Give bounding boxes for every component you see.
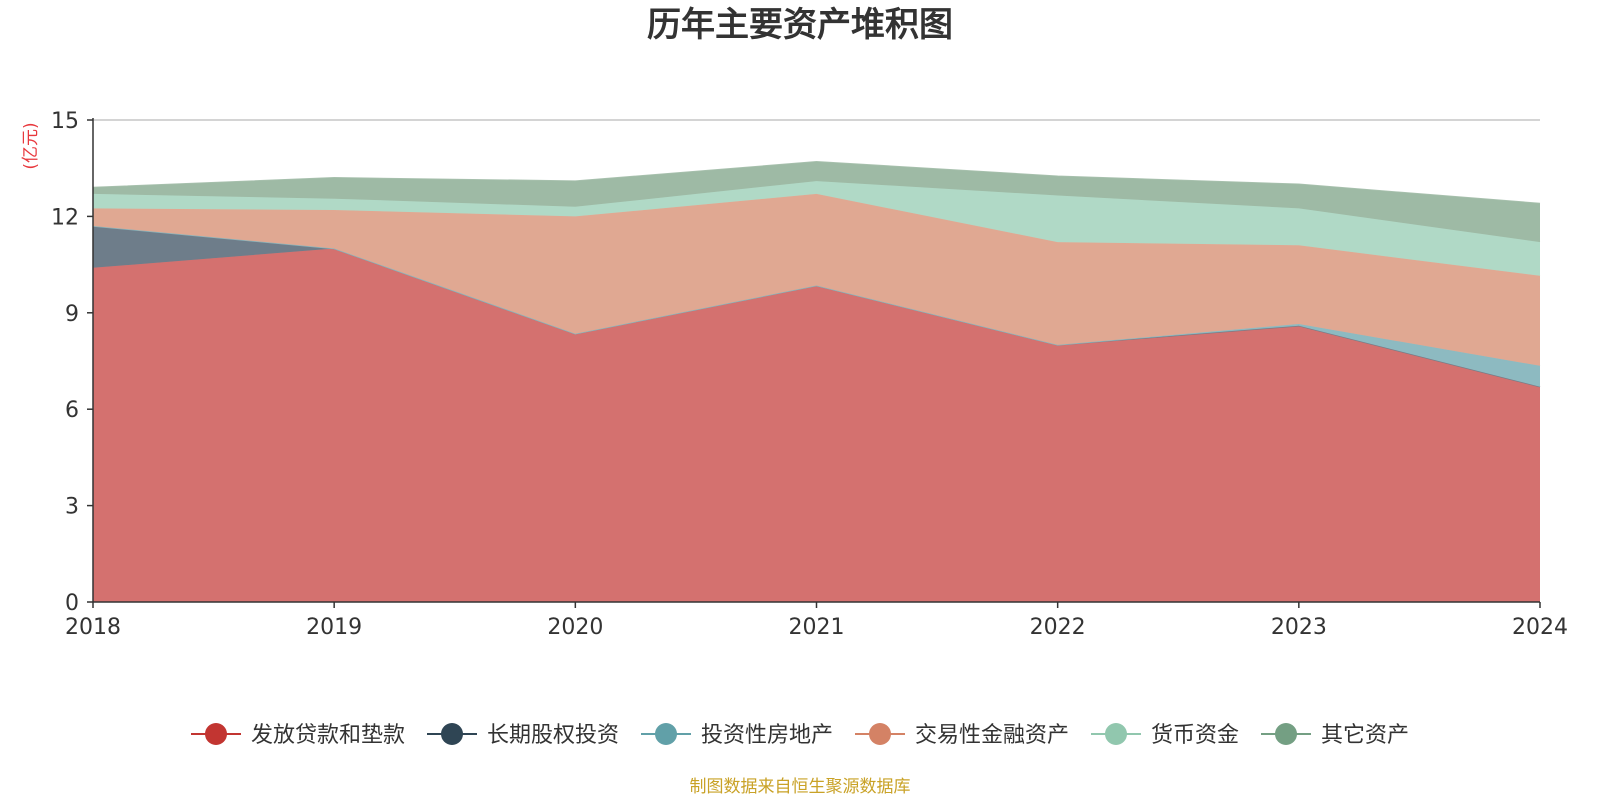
y-tick-label: 15 xyxy=(51,109,79,134)
legend: 发放贷款和垫款 长期股权投资 投资性房地产 交易性金融资产 货币资金 其它资产 xyxy=(191,723,1409,748)
x-tick-label: 2020 xyxy=(547,615,603,640)
area-series-layer xyxy=(92,161,1541,602)
y-tick-label: 6 xyxy=(65,398,79,423)
series-top-line-5 xyxy=(92,161,1541,205)
legend-label: 其它资产 xyxy=(1321,723,1409,748)
x-tick-label: 2023 xyxy=(1271,615,1327,640)
y-tick-label: 3 xyxy=(65,495,79,520)
legend-label: 发放贷款和垫款 xyxy=(251,723,405,748)
area-series-0 xyxy=(93,248,1540,602)
legend-circle-icon xyxy=(1275,723,1297,745)
x-tick-label: 2021 xyxy=(789,615,845,640)
x-tick-label: 2018 xyxy=(65,615,121,640)
legend-circle-icon xyxy=(205,723,227,745)
y-tick-label: 0 xyxy=(65,591,79,616)
x-tick-label: 2019 xyxy=(306,615,362,640)
axes: 0 3 6 9 12 15 2018 2019 2020 2021 2022 2023 2024 xyxy=(51,109,1568,640)
legend-circle-icon xyxy=(655,723,677,745)
area-series-3 xyxy=(93,193,1540,366)
y-tick-label: 9 xyxy=(65,302,79,327)
legend-item-1: 长期股权投资 xyxy=(427,723,619,748)
area-series-1 xyxy=(93,226,1540,387)
legend-item-0: 发放贷款和垫款 xyxy=(191,723,405,748)
legend-label: 长期股权投资 xyxy=(487,723,619,748)
y-tick-label: 12 xyxy=(51,205,79,230)
data-source-note: 制图数据来自恒生聚源数据库 xyxy=(690,777,911,797)
legend-item-5: 其它资产 xyxy=(1261,723,1409,748)
chart-title: 历年主要资产堆积图 xyxy=(647,5,953,45)
area-series-5 xyxy=(93,161,1540,243)
legend-label: 投资性房地产 xyxy=(701,723,833,748)
legend-item-3: 交易性金融资产 xyxy=(855,723,1069,748)
legend-circle-icon xyxy=(1105,723,1127,745)
legend-item-4: 货币资金 xyxy=(1091,723,1239,748)
area-series-4 xyxy=(93,181,1540,276)
legend-label: 交易性金融资产 xyxy=(915,723,1069,748)
legend-circle-icon xyxy=(441,723,463,745)
legend-circle-icon xyxy=(869,723,891,745)
legend-label: 货币资金 xyxy=(1151,723,1239,748)
y-axis-unit-label: (亿元) xyxy=(21,122,41,169)
legend-item-2: 投资性房地产 xyxy=(641,723,833,748)
x-tick-label: 2024 xyxy=(1512,615,1568,640)
x-tick-label: 2022 xyxy=(1030,615,1086,640)
